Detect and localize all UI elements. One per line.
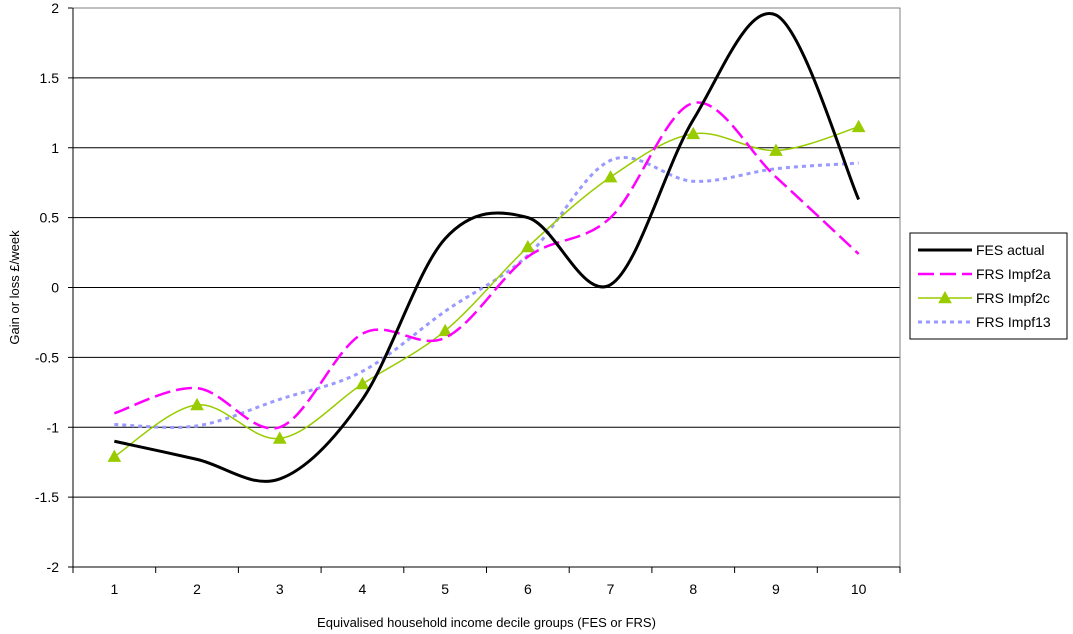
series-layer <box>107 11 866 483</box>
x-tick-labels: 1 2 3 4 5 6 7 8 9 10 <box>110 581 866 597</box>
y-tick-label: 0.5 <box>40 210 60 226</box>
legend-label-frs-impf2a: FRS Impf2a <box>976 266 1051 282</box>
data-point-frs-impf2c <box>603 170 618 183</box>
axes <box>68 7 901 573</box>
data-point-frs-impf2c <box>107 449 122 462</box>
x-tick-label: 7 <box>607 581 615 597</box>
data-point-frs-impf2c <box>521 239 535 253</box>
y-tick-label: -1 <box>47 419 60 435</box>
x-tick-label: 3 <box>276 581 284 597</box>
series-frs-impf13 <box>114 156 859 429</box>
x-tick-label: 4 <box>359 581 367 597</box>
series-frs-impf2c <box>107 119 866 462</box>
series-line-frs-impf13 <box>114 156 859 429</box>
legend-label-frs-impf2c: FRS Impf2c <box>976 290 1050 306</box>
data-point-frs-impf2c <box>438 323 452 337</box>
y-tick-label: 1.5 <box>40 70 60 86</box>
y-tick-label: 1 <box>51 140 59 156</box>
data-point-frs-impf2c <box>686 126 701 140</box>
data-point-frs-impf2c <box>190 397 204 411</box>
y-tick-label: 2 <box>51 0 59 16</box>
data-point-frs-impf2c <box>272 431 287 444</box>
x-axis-label: Equivalised household income decile grou… <box>317 615 656 630</box>
y-axis-label: Gain or loss £/week <box>7 230 22 345</box>
data-point-frs-impf2c <box>769 143 783 156</box>
gridlines <box>73 7 900 568</box>
legend-label-fes-actual: FES actual <box>976 242 1044 258</box>
x-tick-label: 5 <box>441 581 449 597</box>
series-line-fes-actual <box>114 11 861 483</box>
x-tick-label: 9 <box>772 581 780 597</box>
y-tick-label: -0.5 <box>35 349 59 365</box>
x-tick-label: 6 <box>524 581 532 597</box>
y-tick-labels: -2 -1.5 -1 -0.5 0 0.5 1 1.5 2 <box>35 0 59 575</box>
y-tick-label: 0 <box>51 280 59 296</box>
x-tick-label: 8 <box>689 581 697 597</box>
legend-label-frs-impf13: FRS Impf13 <box>976 314 1051 330</box>
x-tick-label: 10 <box>851 581 867 597</box>
legend-marker-frs-impf2c <box>938 290 952 304</box>
x-tick-label: 1 <box>110 581 118 597</box>
series-line-frs-impf2a <box>113 101 860 430</box>
y-tick-label: -2 <box>47 559 60 575</box>
series-fes-actual <box>114 11 861 483</box>
data-point-frs-impf2c <box>851 119 866 133</box>
x-tick-label: 2 <box>193 581 201 597</box>
series-frs-impf2a <box>113 101 860 430</box>
y-tick-label: -1.5 <box>35 489 59 505</box>
legend: FES actual FRS Impf2a FRS Impf2c FRS Impf13 <box>909 232 1068 340</box>
series-line-frs-impf2c <box>113 126 859 458</box>
data-point-frs-impf2c <box>355 376 370 390</box>
